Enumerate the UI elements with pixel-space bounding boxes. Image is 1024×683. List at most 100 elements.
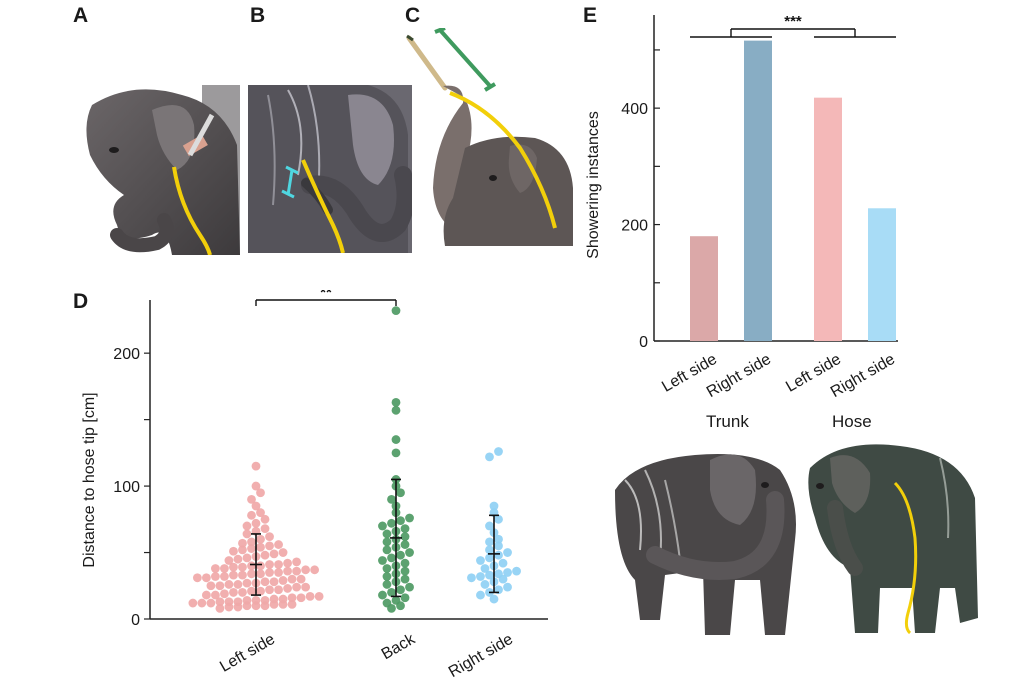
chart-d-point — [251, 601, 261, 611]
chart-d-point — [480, 580, 490, 589]
chart-d-point — [215, 597, 225, 607]
chart-d-point — [201, 573, 211, 583]
chart-d-point — [220, 564, 229, 573]
chart-d-point — [256, 508, 265, 518]
chart-d-point — [269, 577, 279, 587]
chart-d-point — [476, 572, 485, 581]
chart-d-point — [242, 578, 252, 588]
chart-d-point — [292, 566, 301, 576]
chart-d-point — [494, 447, 503, 456]
chart-d-point — [400, 524, 410, 534]
chart-d-point — [476, 556, 485, 565]
chart-d-point — [396, 585, 405, 595]
chart-d-point — [400, 593, 410, 603]
chart-d-point — [489, 501, 499, 511]
chart-d-point — [247, 544, 256, 553]
chart-d-point — [251, 518, 261, 528]
chart-d-point — [224, 602, 234, 612]
chart-d-point — [260, 577, 270, 587]
chart-d-point — [260, 524, 270, 534]
chart-d-point — [224, 580, 234, 589]
chart-d-point — [269, 599, 279, 609]
panel-label-c: C — [405, 4, 421, 27]
chart-d-point — [405, 582, 414, 592]
chart-d-point — [287, 593, 297, 603]
chart-d-point — [400, 574, 410, 584]
chart-d-point — [292, 557, 301, 567]
chart-d-point — [247, 537, 256, 547]
chart-e-bar — [744, 40, 772, 341]
chart-d-point — [283, 566, 292, 576]
chart-d-point — [278, 599, 288, 609]
chart-d-point — [314, 592, 324, 601]
chart-d-point — [287, 574, 297, 584]
chart-d-point — [201, 590, 211, 600]
chart-d-point — [494, 541, 503, 551]
chart-d-point — [503, 548, 512, 557]
chart-d-point — [387, 553, 396, 563]
group-label-hose: Hose — [832, 412, 872, 431]
chart-d-point — [251, 481, 261, 491]
chart-d-point — [405, 548, 414, 557]
chart-d-point — [400, 558, 410, 568]
chart-d-point — [382, 580, 392, 589]
chart-d-point — [378, 590, 387, 600]
chart-d-point — [242, 521, 252, 531]
chart-d-point — [485, 553, 494, 563]
photo-elephant-trunk-raised — [406, 28, 573, 246]
chart-e-y-tick-label: 200 — [621, 218, 648, 235]
chart-d-point — [215, 603, 225, 613]
chart-d-point — [494, 550, 503, 560]
photo-elephant-trunk-showering — [615, 454, 796, 635]
chart-d-point — [498, 574, 508, 584]
chart-d-point — [229, 570, 238, 580]
chart-e-bar — [690, 236, 718, 341]
chart-d-point — [229, 588, 238, 597]
chart-d-point — [278, 576, 288, 585]
chart-d-point — [206, 598, 216, 608]
chart-d-point — [387, 494, 396, 504]
chart-d-point — [238, 538, 247, 548]
chart-d-point — [229, 562, 238, 572]
chart-d-point — [396, 488, 405, 498]
chart-d-point — [247, 510, 256, 520]
chart-d-point — [256, 542, 265, 552]
chart-d-point — [305, 592, 315, 601]
chart-d-point — [274, 560, 283, 569]
chart-d-y-axis-label: Distance to hose tip [cm] — [81, 392, 98, 567]
chart-d-point — [242, 601, 252, 611]
chart-d-point — [229, 546, 238, 556]
chart-d-point — [387, 588, 396, 597]
chart-d-point — [503, 568, 512, 577]
chart-d-point — [283, 584, 292, 593]
chart-d-point — [247, 586, 256, 596]
chart-d-point — [391, 405, 401, 415]
chart-d-point — [396, 516, 405, 526]
chart-d-point — [296, 574, 306, 584]
chart-d-point — [503, 582, 512, 592]
chart-d-point — [489, 594, 499, 604]
chart-d-point — [274, 585, 283, 595]
chart-d-point — [387, 518, 396, 528]
chart-d-point — [242, 529, 252, 539]
chart-d-point — [382, 572, 392, 581]
chart-d-point — [265, 585, 274, 595]
chart-d-x-tick-label: Left side — [217, 631, 278, 676]
chart-d-point — [215, 581, 225, 591]
chart-d-point — [220, 589, 229, 599]
chart-d-point — [494, 534, 503, 544]
chart-d-point — [238, 545, 247, 555]
chart-d-point — [238, 588, 247, 597]
group-label-trunk: Trunk — [706, 412, 749, 431]
chart-e-significance-label: *** — [784, 13, 802, 30]
chart-d-point — [260, 550, 270, 560]
chart-d-point — [396, 601, 405, 611]
chart-d-point — [296, 593, 306, 603]
chart-d-point — [197, 598, 207, 608]
chart-d-point — [310, 565, 320, 575]
chart-d-point — [256, 569, 265, 579]
chart-d-point — [283, 558, 292, 568]
chart-d-point — [247, 561, 256, 571]
chart-d-point — [287, 599, 297, 609]
